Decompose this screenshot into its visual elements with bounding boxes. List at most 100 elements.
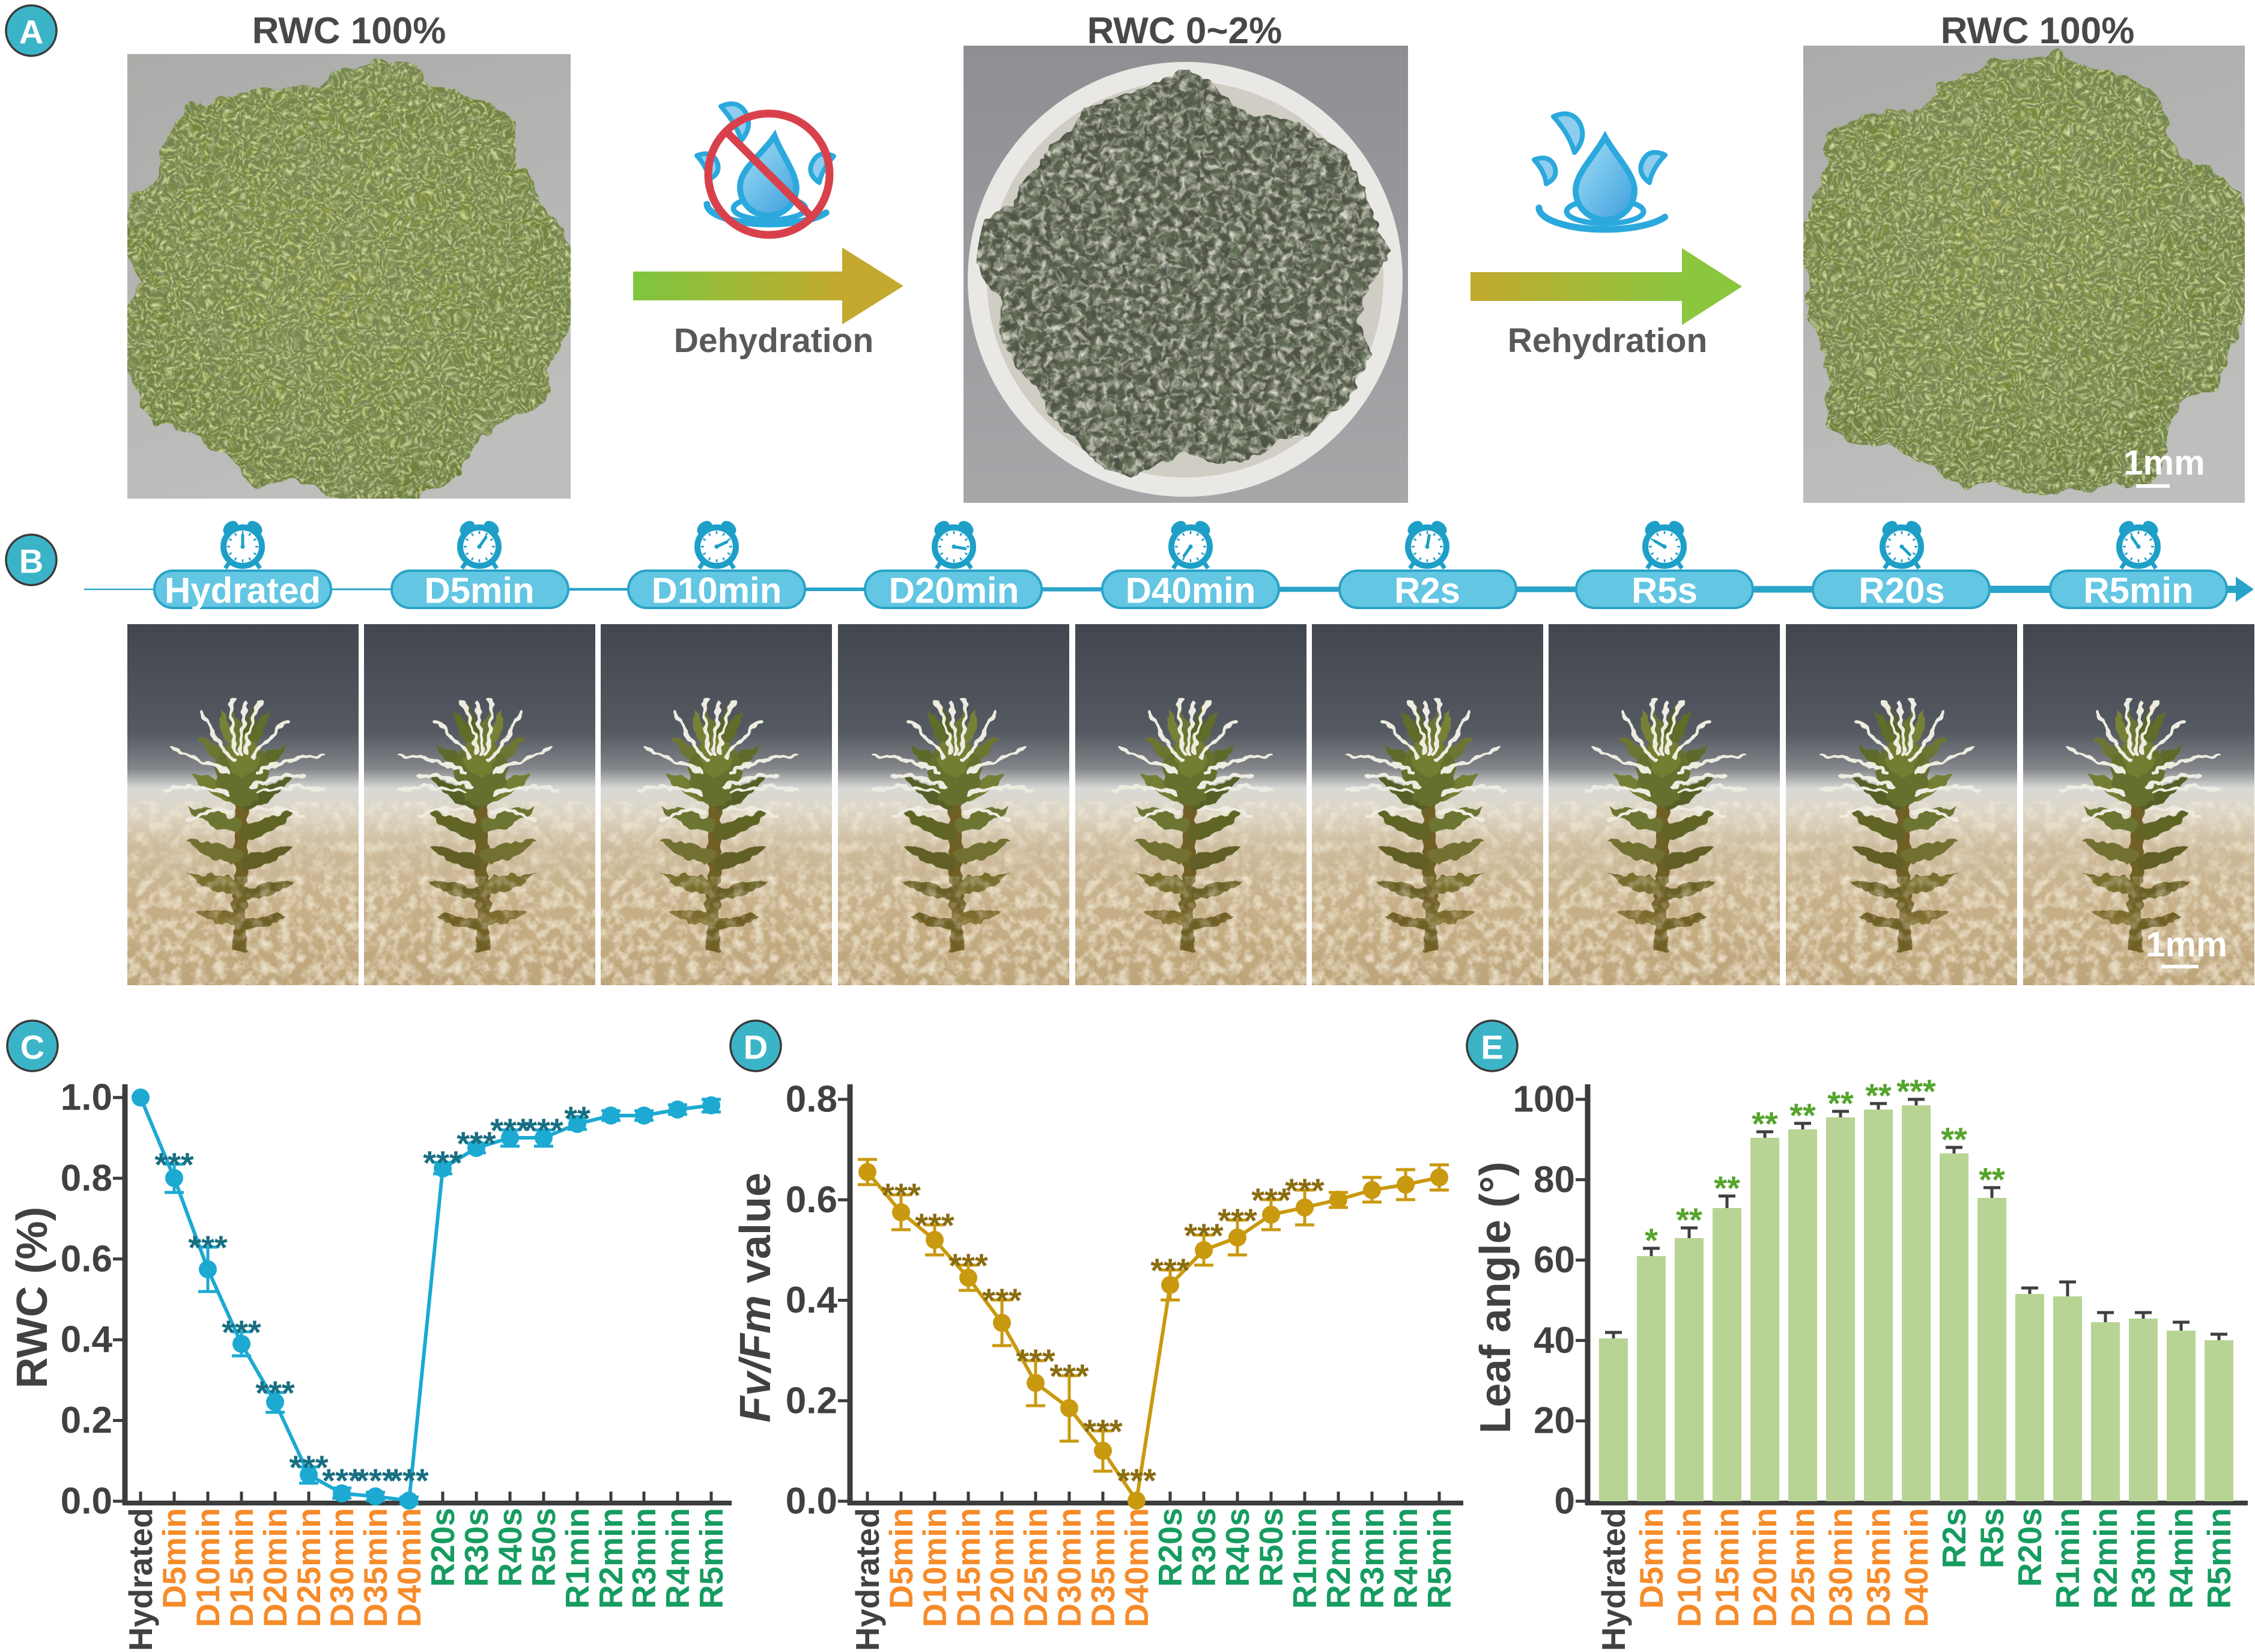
svg-text:D15min: D15min <box>1708 1508 1746 1627</box>
svg-text:D10min: D10min <box>916 1508 953 1627</box>
svg-text:D5min: D5min <box>1633 1508 1670 1609</box>
svg-text:C: C <box>20 1028 44 1066</box>
svg-text:0.2: 0.2 <box>786 1380 837 1421</box>
svg-text:***: *** <box>1150 1251 1190 1289</box>
svg-text:D40min: D40min <box>1118 1508 1155 1627</box>
svg-text:R3min: R3min <box>625 1508 663 1609</box>
svg-text:***: *** <box>1117 1462 1156 1499</box>
svg-text:0.6: 0.6 <box>786 1179 837 1221</box>
svg-text:R20s: R20s <box>2011 1508 2048 1587</box>
svg-text:D: D <box>744 1028 768 1066</box>
svg-text:0.8: 0.8 <box>786 1079 837 1120</box>
svg-text:**: ** <box>1676 1201 1702 1239</box>
svg-text:20: 20 <box>1534 1400 1575 1442</box>
svg-text:60: 60 <box>1534 1239 1575 1281</box>
svg-text:***: *** <box>322 1462 362 1499</box>
svg-text:***: *** <box>1016 1342 1055 1380</box>
svg-text:R40s: R40s <box>491 1508 529 1587</box>
svg-text:R20s: R20s <box>424 1508 461 1587</box>
svg-text:D25min: D25min <box>1017 1508 1054 1627</box>
svg-text:**: ** <box>1865 1077 1892 1114</box>
svg-text:***: *** <box>457 1125 496 1162</box>
svg-text:D40min: D40min <box>1126 571 1256 611</box>
svg-text:0.0: 0.0 <box>786 1481 837 1522</box>
svg-text:R2min: R2min <box>1320 1508 1357 1609</box>
svg-text:D40min: D40min <box>390 1508 428 1627</box>
svg-text:***: *** <box>423 1144 463 1182</box>
svg-text:D35min: D35min <box>1860 1508 1897 1627</box>
svg-text:R50s: R50s <box>1252 1508 1290 1587</box>
svg-text:***: *** <box>948 1247 988 1284</box>
svg-text:***: *** <box>1251 1181 1291 1219</box>
svg-text:D10min: D10min <box>1671 1508 1708 1627</box>
svg-text:Hydrated: Hydrated <box>849 1508 886 1649</box>
svg-text:***: *** <box>154 1146 194 1183</box>
svg-text:D30min: D30min <box>1822 1508 1859 1627</box>
svg-text:0.8: 0.8 <box>61 1158 112 1199</box>
svg-text:RWC 0~2%: RWC 0~2% <box>1087 10 1282 52</box>
svg-text:R3min: R3min <box>1353 1508 1391 1609</box>
svg-text:R3min: R3min <box>2125 1508 2162 1609</box>
svg-text:***: *** <box>881 1176 921 1214</box>
svg-text:***: *** <box>255 1374 295 1412</box>
svg-text:R4min: R4min <box>2162 1508 2200 1609</box>
svg-text:D20min: D20min <box>1746 1508 1783 1627</box>
svg-text:1.0: 1.0 <box>61 1077 112 1119</box>
svg-text:D20min: D20min <box>889 571 1019 611</box>
svg-text:**: ** <box>1979 1161 2005 1198</box>
svg-text:R30s: R30s <box>458 1508 495 1587</box>
svg-text:***: *** <box>222 1313 261 1351</box>
svg-text:0.4: 0.4 <box>61 1319 113 1361</box>
svg-text:D5min: D5min <box>424 571 534 611</box>
svg-text:***: *** <box>188 1228 228 1266</box>
svg-text:***: *** <box>1218 1201 1257 1239</box>
svg-text:R1min: R1min <box>559 1508 596 1609</box>
svg-text:Hydrated: Hydrated <box>165 571 321 611</box>
svg-text:R5min: R5min <box>693 1508 730 1609</box>
svg-text:D15min: D15min <box>950 1508 987 1627</box>
svg-text:R1min: R1min <box>2049 1508 2086 1609</box>
svg-text:0.2: 0.2 <box>61 1400 112 1441</box>
svg-text:0.4: 0.4 <box>786 1280 838 1321</box>
svg-text:***: *** <box>389 1462 429 1499</box>
svg-text:D10min: D10min <box>189 1508 226 1627</box>
svg-text:RWC (%): RWC (%) <box>8 1207 56 1389</box>
svg-text:***: *** <box>356 1462 395 1499</box>
svg-text:D10min: D10min <box>652 571 782 611</box>
svg-text:B: B <box>19 542 43 580</box>
svg-text:D5min: D5min <box>882 1508 920 1609</box>
svg-text:Rehydration: Rehydration <box>1508 321 1708 360</box>
svg-text:80: 80 <box>1534 1159 1575 1200</box>
svg-text:1mm: 1mm <box>2123 443 2205 482</box>
svg-text:R5min: R5min <box>1421 1508 1458 1609</box>
svg-text:D25min: D25min <box>1784 1508 1821 1627</box>
svg-text:D15min: D15min <box>223 1508 260 1627</box>
svg-text:R2min: R2min <box>592 1508 630 1609</box>
svg-text:R4min: R4min <box>1387 1508 1424 1609</box>
svg-text:Dehydration: Dehydration <box>674 321 874 360</box>
svg-text:**: ** <box>1941 1120 1967 1158</box>
svg-text:R5min: R5min <box>2200 1508 2238 1609</box>
svg-text:RWC 100%: RWC 100% <box>252 10 446 52</box>
svg-text:D25min: D25min <box>290 1508 327 1627</box>
svg-text:***: *** <box>1896 1072 1936 1110</box>
svg-text:R2min: R2min <box>2087 1508 2124 1609</box>
svg-text:E: E <box>1481 1028 1503 1066</box>
svg-text:RWC 100%: RWC 100% <box>1941 10 2135 52</box>
svg-text:D20min: D20min <box>256 1508 294 1627</box>
svg-text:**: ** <box>1789 1096 1816 1134</box>
svg-text:**: ** <box>1752 1105 1778 1143</box>
svg-text:0.0: 0.0 <box>61 1481 112 1522</box>
svg-text:Leaf angle (°): Leaf angle (°) <box>1472 1162 1520 1434</box>
svg-text:A: A <box>19 13 43 51</box>
svg-text:Hydrated: Hydrated <box>1595 1508 1632 1649</box>
svg-text:R50s: R50s <box>525 1508 562 1587</box>
svg-text:R1min: R1min <box>1286 1508 1323 1609</box>
svg-text:***: *** <box>915 1206 955 1244</box>
svg-text:D40min: D40min <box>1898 1508 1935 1627</box>
svg-text:R20s: R20s <box>1859 571 1944 611</box>
svg-text:**: ** <box>1714 1169 1740 1207</box>
svg-text:R5s: R5s <box>1631 571 1698 611</box>
svg-text:***: *** <box>1285 1171 1325 1209</box>
svg-text:R20s: R20s <box>1152 1508 1189 1587</box>
